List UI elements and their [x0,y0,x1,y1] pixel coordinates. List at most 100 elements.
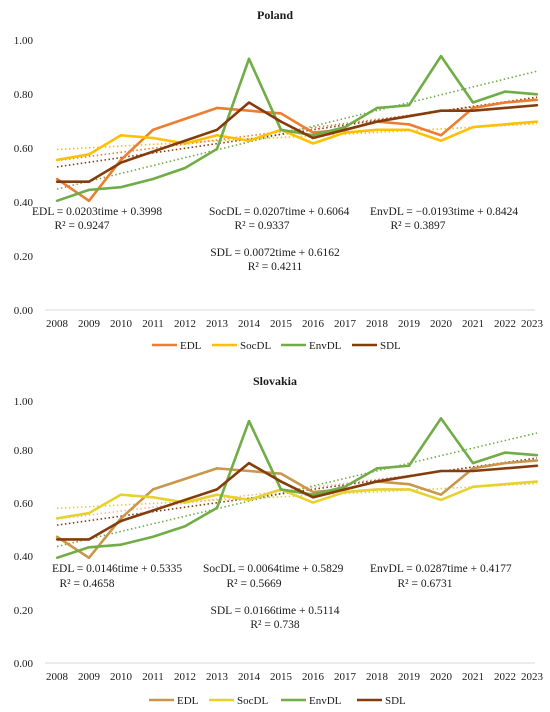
data-point-socdl [55,158,59,162]
data-point-edl [119,517,123,520]
data-point-edl [279,112,283,115]
data-point-sdl [439,109,443,112]
series-line-sdl [57,461,538,541]
data-point-envdl [503,451,507,454]
x-tick-label: 2013 [206,318,229,330]
trend-equations: EDL = 0.0146time + 0.5335 R² = 0.4658 So… [52,563,512,631]
data-point-socdl [535,120,539,123]
data-point-edl [439,134,443,137]
data-point-socdl [119,493,123,496]
x-tick-label: 2015 [270,318,293,330]
data-point-socdl [151,496,155,499]
data-point-envdl [119,543,123,546]
data-point-socdl [183,142,187,145]
data-point-socdl [503,123,507,126]
data-point-socdl [343,131,347,134]
y-tick-label: 1.00 [14,35,34,47]
data-point-sdl [151,509,155,512]
series-line-envdl [56,54,538,203]
data-point-socdl [471,485,475,488]
data-point-socdl [247,498,251,502]
trend-equation-socdl: SocDL = 0.0207time + 0.6064 [209,206,350,218]
chart-title: Poland [257,8,293,22]
x-tick-label: 2021 [462,671,484,683]
data-point-socdl [311,142,315,145]
data-point-edl [407,123,411,126]
data-point-sdl [407,475,411,478]
data-point-envdl [151,535,155,538]
x-tick-labels: 2008 2009 2010 2011 2012 2013 2014 2015 … [46,671,544,683]
x-tick-label: 2022 [494,318,516,330]
data-point-sdl [183,139,187,142]
x-tick-label: 2014 [238,671,261,683]
trend-equation-socdl: SocDL = 0.0064time + 0.5829 [203,563,344,575]
x-tick-label: 2019 [398,318,421,330]
data-point-socdl [55,517,59,520]
trendline-sdl [56,457,538,526]
trend-r2-socdl: R² = 0.9337 [235,220,290,232]
data-point-edl [503,101,507,104]
x-tick-label: 2021 [462,318,484,330]
legend-label: SocDL [240,340,271,352]
data-point-sdl [215,488,219,491]
data-point-edl [247,469,251,473]
trend-r2-edl: R² = 0.4658 [60,578,115,590]
trend-equation-sdl: SDL = 0.0072time + 0.6162 [210,247,340,259]
data-point-envdl [279,488,283,491]
data-point-sdl [279,480,283,483]
data-point-sdl [183,498,187,502]
x-tick-label: 2019 [398,671,421,683]
data-point-socdl [407,128,411,132]
data-point-socdl [439,498,443,502]
legend-label: EnvDL [309,695,342,707]
legend-label: EDL [180,340,202,352]
x-tick-label: 2010 [110,671,133,683]
trend-r2-envdl: R² = 0.3897 [391,220,446,232]
data-point-socdl [215,493,219,496]
data-point-envdl [87,188,91,192]
data-point-edl [439,493,443,496]
data-point-envdl [247,419,251,423]
data-point-sdl [311,136,315,140]
data-point-edl [279,472,283,475]
data-point-edl [87,199,91,202]
x-tick-label: 2023 [521,318,544,330]
y-tick-label: 0.20 [14,605,34,617]
data-point-envdl [311,493,315,496]
data-point-sdl [503,467,507,470]
data-point-edl [183,117,187,121]
data-point-sdl [247,101,251,104]
data-point-envdl [407,104,411,107]
data-point-envdl [343,125,347,129]
y-tick-label: 0.40 [14,197,34,209]
data-point-sdl [471,469,475,473]
data-point-envdl [375,467,379,470]
data-point-envdl [407,464,411,467]
data-point-envdl [439,54,443,58]
x-tick-label: 2012 [174,671,196,683]
data-point-edl [55,177,59,181]
data-point-envdl [55,199,59,202]
data-point-socdl [375,488,379,491]
data-point-sdl [343,128,347,132]
data-point-envdl [279,128,283,132]
data-point-edl [311,490,315,494]
data-point-edl [151,128,155,132]
data-point-sdl [407,114,411,118]
data-point-sdl [311,496,315,499]
series-line-edl [56,98,538,203]
data-point-socdl [183,501,187,504]
data-point-envdl [215,506,219,510]
x-tick-label: 2017 [334,318,357,330]
x-tick-label: 2022 [494,671,516,683]
legend-label: SDL [385,695,406,707]
data-point-sdl [247,461,251,465]
series-line-sdl [57,101,538,183]
trendline-sdl [56,96,538,168]
y-tick-label: 0.20 [14,251,34,263]
series-lines [55,417,539,560]
data-point-edl [311,131,315,134]
data-point-envdl [151,177,155,181]
legend: EDL SocDL EnvDL SDL [149,695,406,707]
